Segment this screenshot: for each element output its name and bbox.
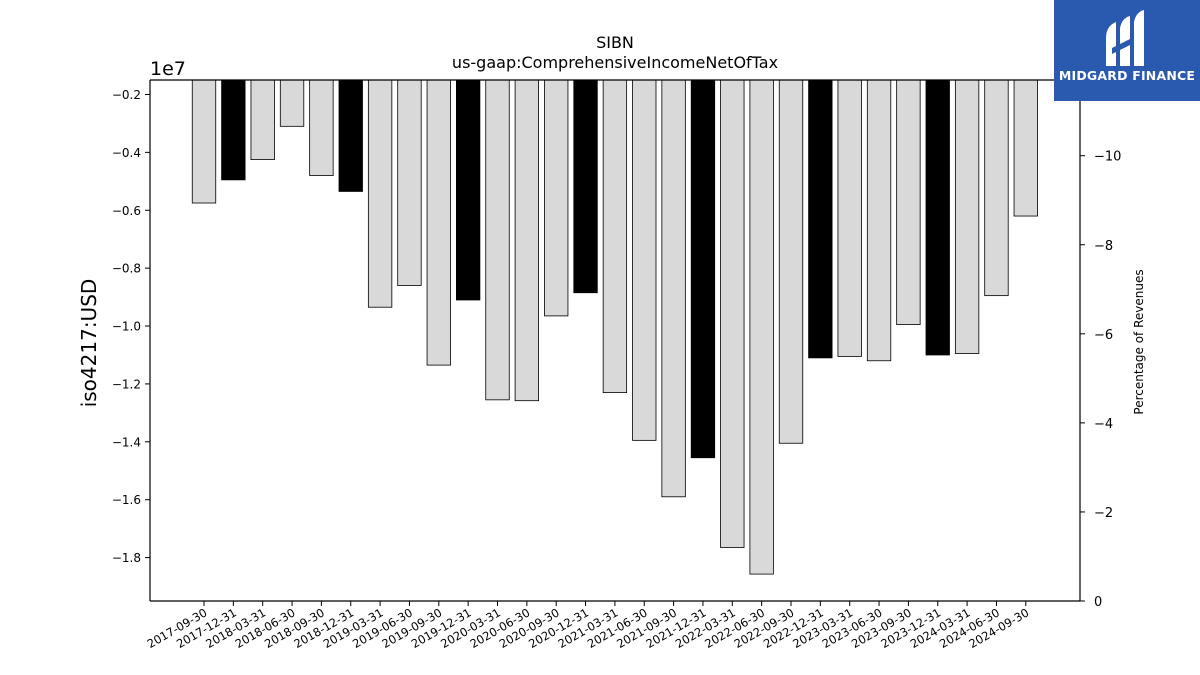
y-tick-label: −0.6 [112, 204, 141, 218]
y2-tick-label: −8 [1094, 239, 1113, 254]
y2-tick-label: −4 [1094, 417, 1113, 432]
midgard-logo-icon [1106, 10, 1144, 66]
bar-2018-12-31 [338, 79, 363, 192]
y2-axis-label: Percentage of Revenues [1132, 269, 1146, 414]
bar-2021-12-31 [690, 79, 716, 459]
y-tick-label: −1.8 [112, 551, 141, 565]
bar-2019-09-30 [426, 79, 451, 366]
bar-2019-06-30 [397, 79, 422, 286]
y2-tick-label: −2 [1094, 506, 1113, 521]
bar-2018-09-30 [309, 79, 334, 176]
y-tick-label: −1.2 [112, 377, 141, 391]
bar-2023-06-30 [866, 79, 892, 362]
bar-2022-06-30 [749, 79, 774, 575]
bar-2018-06-30 [279, 79, 305, 127]
bar-2019-12-31 [455, 79, 481, 301]
y-axis-label: iso4217:USD [77, 279, 101, 408]
bar-2020-09-30 [544, 79, 569, 317]
bar-2024-06-30 [984, 79, 1009, 297]
y-offset-label: 1e7 [150, 58, 186, 80]
brand-logo: MIDGARD FINANCE [1054, 0, 1200, 101]
y-tick-label: −1.4 [112, 435, 141, 449]
bar-2023-09-30 [896, 79, 921, 325]
bar-2022-12-31 [808, 79, 833, 359]
bar-2021-03-31 [602, 79, 628, 394]
bar-2017-09-30 [191, 79, 217, 204]
bars-group [191, 79, 1038, 575]
chart-subtitle: us-gaap:ComprehensiveIncomeNetOfTax [452, 53, 778, 72]
y-tick-label: −0.4 [112, 146, 141, 160]
bar-2020-06-30 [514, 79, 539, 402]
bar-2021-09-30 [661, 79, 686, 498]
bar-2021-06-30 [632, 79, 657, 441]
bar-2024-09-30 [1013, 79, 1038, 217]
bar-2020-03-31 [485, 79, 510, 401]
bar-2024-03-31 [954, 79, 980, 354]
y-tick-label: −1.6 [112, 493, 141, 507]
y-tick-label: −0.2 [112, 88, 141, 102]
bar-2022-09-30 [778, 79, 804, 444]
y-tick-label: −0.8 [112, 262, 141, 276]
bar-2023-03-31 [837, 79, 862, 357]
y2-tick-label: −6 [1094, 328, 1113, 343]
brand-name: MIDGARD FINANCE [1058, 68, 1196, 83]
y2-tick-label: 0 [1094, 595, 1102, 610]
bar-2018-03-31 [250, 79, 275, 160]
bar-2023-12-31 [925, 79, 950, 356]
bar-2019-03-31 [367, 79, 393, 308]
chart-title: SIBN [596, 33, 634, 52]
bar-2022-03-31 [720, 79, 745, 548]
bar-2020-12-31 [573, 79, 598, 294]
y-tick-label: −1.0 [112, 320, 141, 334]
y2-tick-label: −10 [1094, 150, 1121, 165]
bar-2017-12-31 [221, 79, 246, 181]
